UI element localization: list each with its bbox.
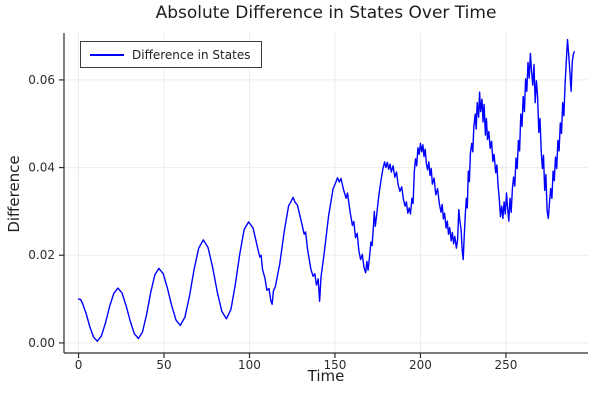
y-tick-label: 0.06 <box>28 73 55 87</box>
y-tick-label: 0.04 <box>28 161 55 175</box>
x-axis-label: Time <box>307 367 345 385</box>
y-tick-label: 0.02 <box>28 248 55 262</box>
legend-line-swatch <box>90 53 124 56</box>
x-tick-label: 50 <box>156 358 171 372</box>
x-tick-label: 200 <box>409 358 432 372</box>
y-tick-label: 0.00 <box>28 336 55 350</box>
series-line <box>77 38 575 342</box>
legend: Difference in States <box>80 41 263 68</box>
x-tick-label: 150 <box>324 358 347 372</box>
x-tick-label: 0 <box>75 358 83 372</box>
x-tick-label: 100 <box>238 358 261 372</box>
legend-entry-label: Difference in States <box>132 47 251 62</box>
chart-title: Absolute Difference in States Over Time <box>155 3 497 23</box>
x-tick-label: 250 <box>494 358 517 372</box>
